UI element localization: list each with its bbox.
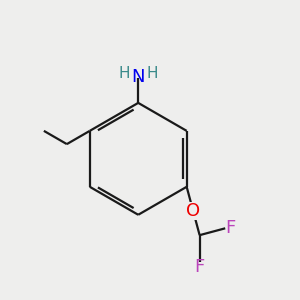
Text: O: O <box>186 202 200 220</box>
Text: N: N <box>131 68 145 86</box>
Text: F: F <box>225 219 236 237</box>
Text: F: F <box>194 258 205 276</box>
Text: H: H <box>147 66 158 81</box>
Text: H: H <box>118 66 130 81</box>
